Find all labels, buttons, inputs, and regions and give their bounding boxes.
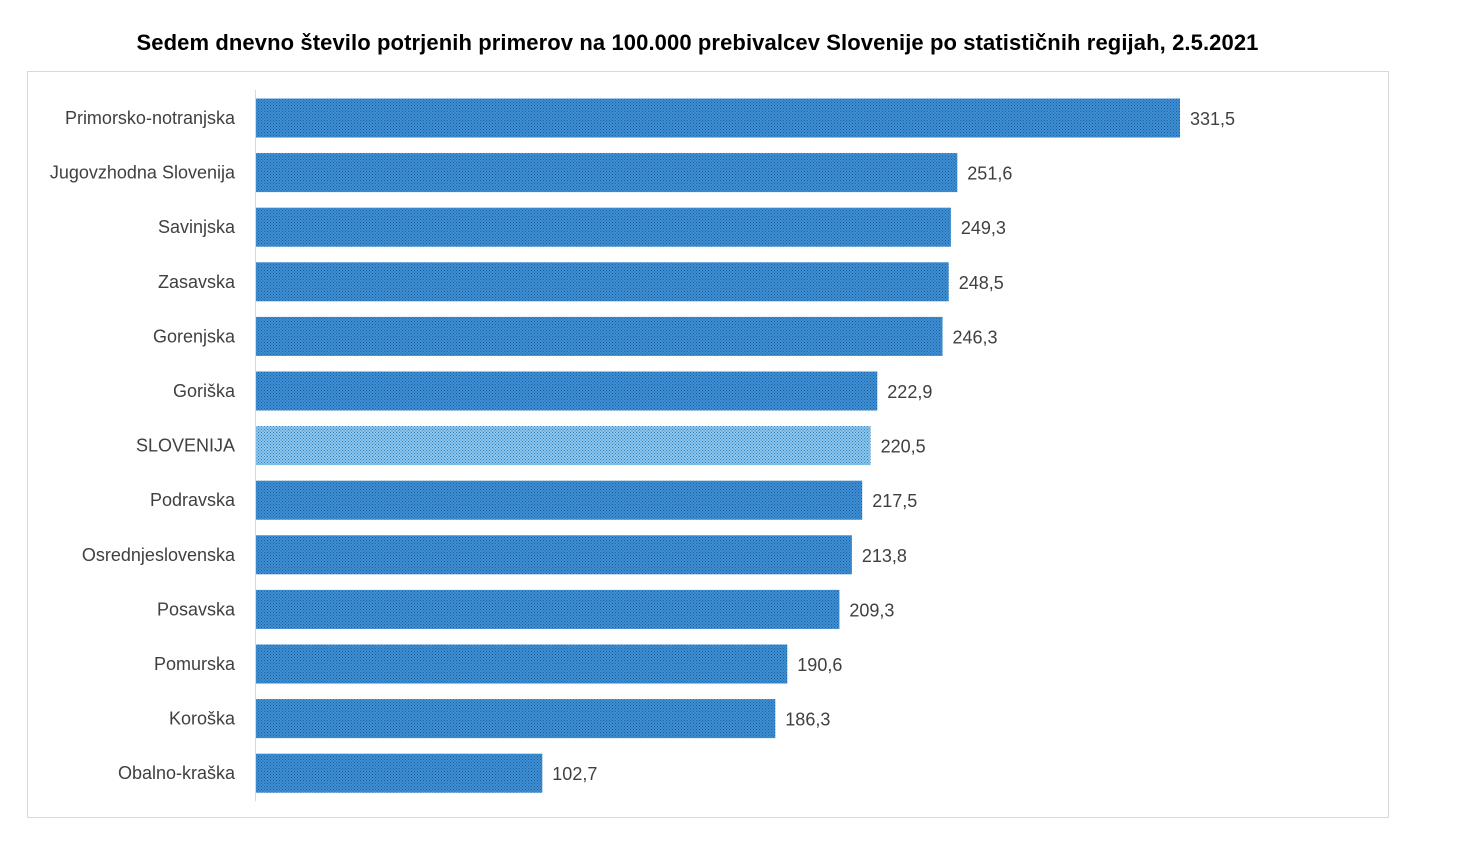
- data-label: 251,6: [967, 164, 1012, 184]
- data-label: 213,8: [862, 546, 907, 566]
- bar-slovenija: [256, 426, 871, 466]
- category-label: Gorenjska: [153, 326, 236, 346]
- data-label: 217,5: [872, 491, 917, 511]
- bar-savinjska: [256, 207, 951, 247]
- category-label: Osrednjeslovenska: [82, 545, 236, 565]
- bar-podravska: [256, 480, 863, 520]
- bar-obalno-kra-ka: [256, 753, 543, 793]
- category-label: Obalno-kraška: [118, 763, 236, 783]
- bar-koro-ka: [256, 699, 776, 739]
- bar-gori-ka: [256, 371, 878, 411]
- data-label: 190,6: [797, 655, 842, 675]
- data-label: 209,3: [849, 600, 894, 620]
- data-label: 246,3: [953, 327, 998, 347]
- data-label: 186,3: [785, 710, 830, 730]
- bar-pomurska: [256, 644, 788, 684]
- category-label: Goriška: [173, 381, 236, 401]
- data-label: 331,5: [1190, 109, 1235, 129]
- category-label: Pomurska: [154, 654, 236, 674]
- data-label: 102,7: [552, 764, 597, 784]
- bar-primorsko-notranjska: [256, 98, 1180, 138]
- category-label: Koroška: [169, 709, 236, 729]
- bar-jugovzhodna-slovenija: [256, 153, 958, 193]
- category-label: Jugovzhodna Slovenija: [50, 163, 236, 183]
- category-label: Primorsko-notranjska: [65, 108, 236, 128]
- category-label: Podravska: [150, 490, 236, 510]
- category-label: Savinjska: [158, 217, 236, 237]
- chart-title: Sedem dnevno število potrjenih primerov …: [136, 30, 1259, 55]
- data-label: 220,5: [881, 437, 926, 457]
- category-label: SLOVENIJA: [136, 436, 235, 456]
- bar-osrednjeslovenska: [256, 535, 852, 575]
- data-label: 248,5: [959, 273, 1004, 293]
- category-label: Posavska: [157, 599, 236, 619]
- data-label: 249,3: [961, 218, 1006, 238]
- bar-zasavska: [256, 262, 949, 302]
- bar-posavska: [256, 589, 840, 629]
- bar-gorenjska: [256, 316, 943, 356]
- category-label: Zasavska: [158, 272, 236, 292]
- data-label: 222,9: [887, 382, 932, 402]
